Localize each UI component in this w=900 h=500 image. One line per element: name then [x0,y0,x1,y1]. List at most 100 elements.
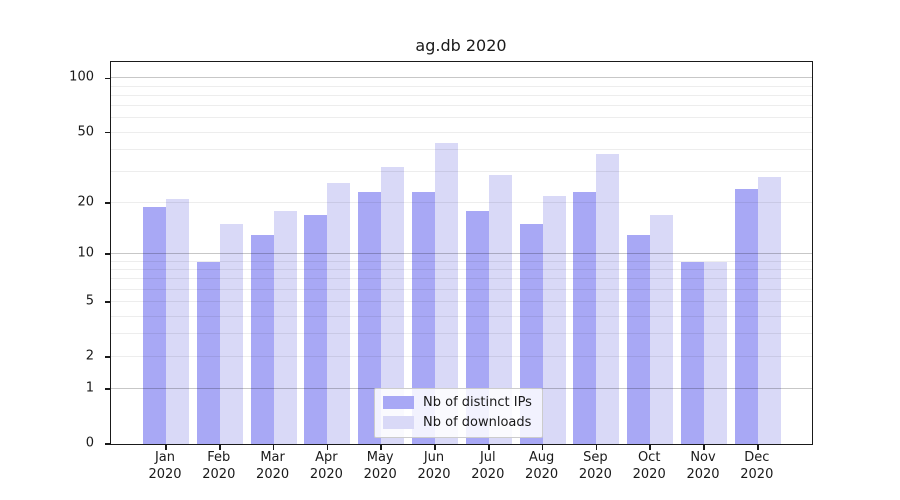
minor-gridline [111,333,812,335]
legend-label-downloads: Nb of downloads [423,415,532,430]
minor-gridline [111,301,812,303]
x-label-year: 2020 [525,467,559,482]
x-tick-label: Aug 2020 [507,449,577,483]
y-tick-label: 50 [77,124,94,140]
x-tick-label: Apr 2020 [291,449,361,483]
y-tick-label: 100 [69,69,94,85]
x-label-month: May [366,450,394,465]
bar-ips-jul [465,210,489,444]
legend: Nb of distinct IPs Nb of downloads [374,388,543,438]
x-tick-mark [165,444,167,450]
x-label-year: 2020 [632,467,666,482]
x-label-month: Nov [690,450,716,465]
minor-gridline [111,315,812,317]
legend-row: Nb of distinct IPs [383,395,532,410]
bar-downloads-dec [757,177,781,444]
minor-gridline [111,85,812,87]
minor-gridline [111,94,812,96]
x-tick-mark [649,444,651,450]
gridlines-layer [111,62,812,444]
x-label-month: Apr [315,450,338,465]
bar-ips-feb [196,261,220,444]
x-label-month: Jun [423,450,445,465]
bar-downloads-jan [166,199,189,444]
legend-swatch-downloads [383,416,414,429]
bar-ips-dec [734,189,758,444]
x-tick-label: Mar 2020 [238,449,308,483]
x-label-year: 2020 [202,467,236,482]
x-tick-label: Jun 2020 [399,449,469,483]
x-label-year: 2020 [148,467,182,482]
minor-gridline [111,288,812,290]
minor-gridline [111,278,812,280]
x-tick-mark [380,444,382,450]
x-tick-mark [434,444,436,450]
minor-gridline [111,356,812,357]
x-tick-mark [541,444,544,450]
major-gridline [111,77,812,79]
minor-gridline [111,105,812,107]
legend-row: Nb of downloads [383,415,532,430]
x-tick-mark [219,444,221,450]
x-tick-label: Feb 2020 [184,449,254,483]
x-label-month: Aug [528,450,555,465]
x-label-year: 2020 [740,467,774,482]
bar-ips-jan [143,206,166,444]
x-tick-label: Nov 2020 [668,449,738,483]
x-tick-mark [757,444,759,450]
y-tick-mark [105,253,111,255]
y-tick-label: 10 [77,245,94,261]
minor-gridline [111,260,812,262]
x-label-month: Dec [744,450,770,465]
plot-area: Nb of distinct IPs Nb of downloads [105,61,813,450]
y-tick-mark [105,388,111,390]
major-gridline [111,253,812,255]
x-tick-mark [272,444,275,450]
bar-downloads-nov [704,261,727,444]
x-tick-mark [595,444,598,450]
bar-ips-nov [681,261,704,444]
x-label-year: 2020 [417,467,451,482]
bar-downloads-aug [542,195,566,444]
bar-ips-mar [250,235,274,444]
bar-downloads-feb [219,224,243,444]
minor-gridline [111,171,812,173]
bar-downloads-oct [650,215,674,444]
bar-downloads-sep [596,153,620,444]
minor-gridline [111,201,812,203]
minor-gridline [111,148,812,150]
bar-downloads-jun [435,142,458,444]
x-label-year: 2020 [363,467,397,482]
x-label-month: Oct [637,450,661,465]
x-tick-label: May 2020 [345,449,415,483]
y-tick-label: 0 [85,435,94,451]
x-tick-label: Sep 2020 [560,449,630,483]
x-tick-mark [488,444,490,450]
bar-ips-oct [627,235,651,444]
legend-swatch-distinct-ips [383,396,414,409]
legend-label-distinct-ips: Nb of distinct IPs [423,395,532,410]
y-tick-label: 5 [85,293,94,309]
x-label-year: 2020 [686,467,720,482]
x-tick-label: Jan 2020 [130,449,200,483]
bar-ips-may [358,192,382,444]
x-tick-mark [703,444,705,450]
x-tick-mark [326,444,329,450]
bar-downloads-jul [488,174,512,444]
x-tick-label: Oct 2020 [614,449,684,483]
bar-ips-sep [573,192,597,444]
y-tick-mark [105,443,111,445]
tick-marks-layer [105,62,812,450]
x-label-month: Jan [154,450,176,465]
y-tick-mark [105,202,111,204]
minor-gridline [111,117,812,119]
x-tick-label: Dec 2020 [722,449,792,483]
y-tick-mark [105,77,111,80]
minor-gridline [111,268,812,270]
bar-downloads-mar [273,210,297,444]
x-label-year: 2020 [256,467,290,482]
x-label-year: 2020 [471,467,505,482]
bar-ips-jun [412,192,435,444]
x-label-year: 2020 [309,467,343,482]
